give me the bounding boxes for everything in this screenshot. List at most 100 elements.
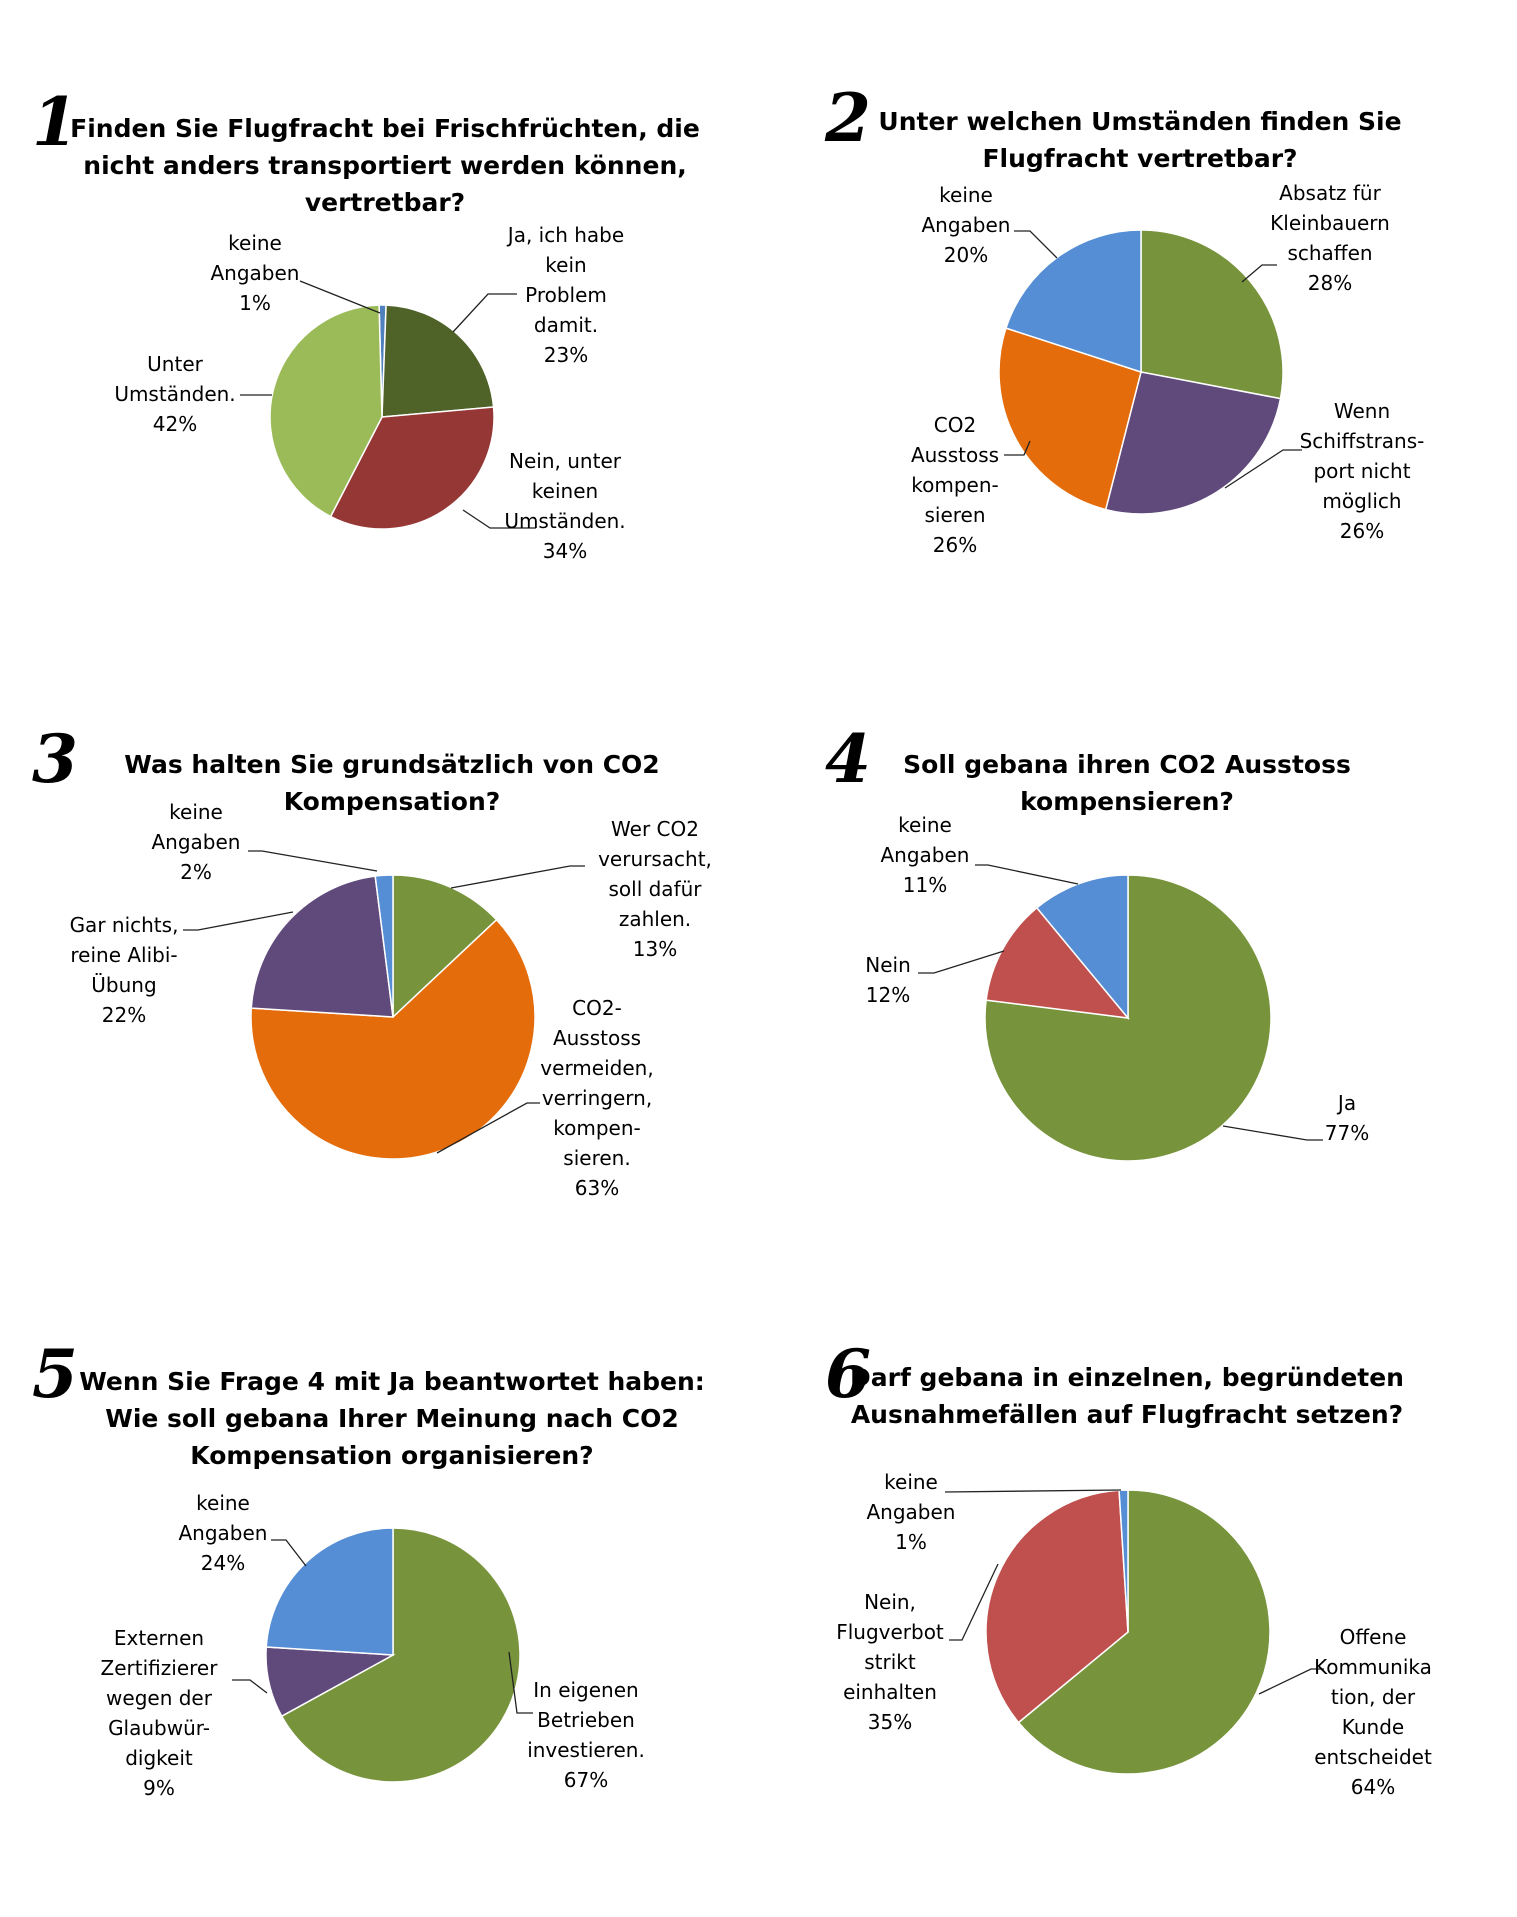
data-label: keine (169, 800, 223, 824)
data-label: 35% (868, 1710, 912, 1734)
data-label: entscheidet (1314, 1745, 1432, 1769)
data-label: wegen der (106, 1686, 213, 1710)
data-label: Absatz für (1279, 181, 1381, 205)
data-label: 26% (1340, 519, 1384, 543)
leader-line (1014, 230, 1058, 259)
pie-slice (280, 1527, 521, 1783)
question-number: 6 (825, 1335, 871, 1413)
data-label: Kleinbauern (1270, 211, 1390, 235)
leader-line (232, 1679, 268, 1694)
data-label: Externen (114, 1626, 204, 1650)
data-label: 34% (543, 539, 587, 563)
data-label: strikt (864, 1650, 916, 1674)
data-label: 26% (933, 533, 977, 557)
leader-line (452, 293, 517, 333)
data-label: Ausstoss (553, 1026, 641, 1050)
pie-slice (269, 304, 383, 518)
data-label: 2% (180, 860, 212, 884)
data-label: Offene (1340, 1625, 1407, 1649)
data-label: Kunde (1342, 1715, 1404, 1739)
data-label: 20% (944, 243, 988, 267)
data-label: 23% (544, 343, 588, 367)
pie-slice (985, 1489, 1129, 1724)
data-label: 1% (239, 291, 271, 315)
leader-line (949, 1563, 999, 1641)
pie-slice (392, 874, 498, 1019)
data-label: verringern, (542, 1086, 652, 1110)
data-label: port nicht (1313, 459, 1410, 483)
data-label: verursacht, (598, 847, 712, 871)
leader-line (183, 911, 294, 931)
question-number: 5 (32, 1335, 78, 1413)
data-label: Glaubwür- (108, 1716, 210, 1740)
data-label: keine (898, 813, 952, 837)
data-label: soll dafür (608, 877, 702, 901)
data-label: Nein, unter (509, 449, 622, 473)
pie-slice (250, 875, 394, 1018)
chart-5: 5 Wenn Sie Frage 4 mit Ja beantwortet hab… (32, 1335, 705, 1800)
leader-line (508, 1651, 533, 1714)
data-label: 1% (895, 1530, 927, 1554)
data-label: Angaben (922, 213, 1011, 237)
data-label: einhalten (843, 1680, 937, 1704)
pie-slice (984, 874, 1272, 1162)
data-label: Zertifizierer (101, 1656, 219, 1680)
pie-slice (1104, 371, 1282, 515)
chart-title-line: kompensieren? (1020, 787, 1234, 816)
data-label: kein (545, 253, 586, 277)
data-label: 11% (903, 873, 947, 897)
chart-title-line: nicht anders transportiert werden können… (83, 151, 686, 180)
data-label: Ausstoss (911, 443, 999, 467)
data-label: zahlen. (619, 907, 691, 931)
data-label: Angaben (179, 1521, 268, 1545)
data-label: kompen- (911, 473, 998, 497)
data-label: Ja (1336, 1091, 1356, 1115)
chart-3: 3 Was halten Sie grundsätzlich von CO2 Kom… (32, 720, 712, 1200)
data-label: schaffen (1287, 241, 1372, 265)
chart-title-line: Finden Sie Flugfracht bei Frischfrüchten… (70, 114, 700, 143)
data-label: Kommunika (1314, 1655, 1432, 1679)
data-label: CO2- (572, 996, 622, 1020)
pie-slice (1005, 229, 1142, 374)
leader-line (1222, 1125, 1323, 1141)
data-label: Flugverbot (836, 1620, 944, 1644)
chart-title-line: Kompensation? (284, 787, 501, 816)
data-label: 13% (633, 937, 677, 961)
chart-title-line: Ausnahmefällen auf Flugfracht setzen? (851, 1400, 1403, 1429)
data-label: Angaben (152, 830, 241, 854)
leader-line (462, 509, 536, 529)
data-label: keine (884, 1470, 938, 1494)
data-label: CO2 (934, 413, 976, 437)
data-label: Schiffstrans- (1300, 429, 1425, 453)
pie-slice (985, 906, 1130, 1019)
data-label: Nein, (864, 1590, 916, 1614)
chart-title-line: Soll gebana ihren CO2 Ausstoss (903, 750, 1351, 779)
chart-2: 2 Unter welchen Umständen finden Sie Flugf… (824, 79, 1424, 557)
leader-line (975, 864, 1079, 885)
data-label: Unter (147, 352, 203, 376)
leader-line (271, 1539, 307, 1567)
data-label: 42% (153, 412, 197, 436)
data-label: 9% (143, 1776, 175, 1800)
leader-line (1258, 1668, 1324, 1695)
leader-line (299, 280, 381, 314)
data-label: Wer CO2 (611, 817, 699, 841)
data-label: damit. (534, 313, 598, 337)
data-label: Angaben (867, 1500, 956, 1524)
pie-slice (265, 1527, 394, 1656)
pie-slice (381, 304, 495, 418)
pie-slice (1017, 1489, 1271, 1775)
pie-slice (374, 874, 394, 1018)
data-label: reine Alibi- (70, 943, 177, 967)
leader-line (436, 1102, 540, 1154)
data-label: 24% (201, 1551, 245, 1575)
pie-slice (1035, 874, 1129, 1021)
chart-4: 4 Soll gebana ihren CO2 Ausstoss kompensie… (825, 720, 1369, 1162)
data-label: 63% (575, 1176, 619, 1200)
leader-line (1224, 449, 1302, 489)
data-label: Umständen. (114, 382, 235, 406)
chart-title-line: Darf gebana in einzelnen, begründeten (850, 1363, 1404, 1392)
data-label: 12% (866, 983, 910, 1007)
chart-title-line: Was halten Sie grundsätzlich von CO2 (124, 750, 659, 779)
data-label: 22% (102, 1003, 146, 1027)
